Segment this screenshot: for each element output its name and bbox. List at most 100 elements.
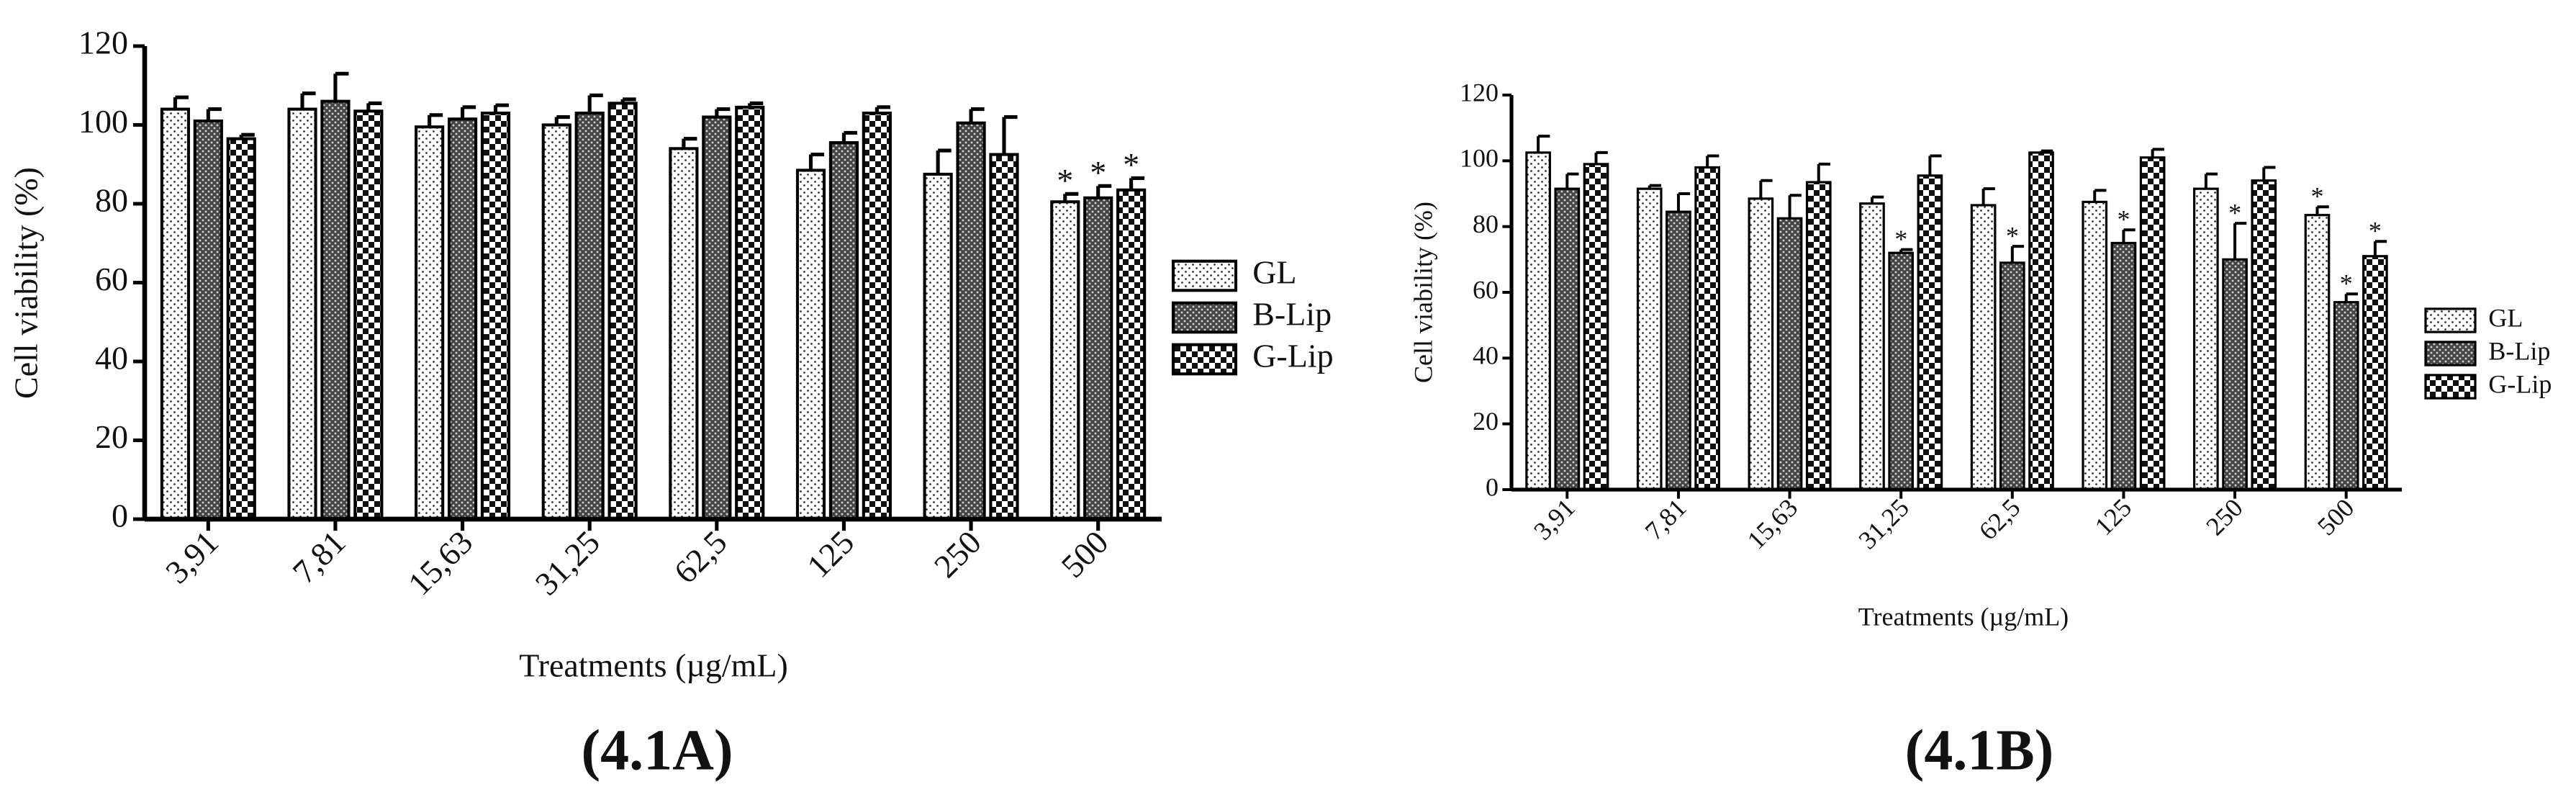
bar <box>2139 156 2166 491</box>
bar <box>2110 241 2137 491</box>
significance-marker: * <box>1894 225 1907 253</box>
bar <box>2362 255 2388 491</box>
x-tick-label: 500 <box>2312 493 2359 541</box>
y-tick-label: 120 <box>1460 78 1499 107</box>
y-tick-label: 20 <box>1473 407 1499 436</box>
bar <box>956 121 986 521</box>
bar <box>1083 196 1113 521</box>
x-axis-title: Treatments (µg/mL) <box>519 647 788 684</box>
bar <box>1666 210 1691 491</box>
x-tick-label: 7,81 <box>1640 493 1692 546</box>
bar <box>607 102 638 521</box>
significance-marker: * <box>2340 269 2353 298</box>
significance-marker: * <box>1090 154 1106 191</box>
bar <box>2222 258 2248 491</box>
y-tick-label: 120 <box>78 24 128 61</box>
legend-label: GL <box>2488 303 2523 332</box>
y-tick-label: 100 <box>1460 144 1499 173</box>
bar <box>923 172 953 521</box>
legend-swatch <box>1171 301 1238 334</box>
bar <box>1970 204 1997 491</box>
bar <box>1694 166 1720 491</box>
panel-label: (4.1A) <box>581 719 733 782</box>
legend-label: B-Lip <box>2488 336 2550 365</box>
bar <box>1859 202 1885 491</box>
bar <box>2251 179 2277 491</box>
bar <box>2028 151 2054 491</box>
y-tick-label: 0 <box>112 498 128 534</box>
legend-label: G-Lip <box>2488 369 2552 398</box>
significance-marker: * <box>2310 182 2323 211</box>
x-tick-label: 62,5 <box>1974 493 2026 546</box>
significance-marker: * <box>1057 162 1073 199</box>
x-tick-label: 15,63 <box>1742 493 1804 555</box>
bar <box>735 105 765 521</box>
y-tick-label: 40 <box>95 340 128 377</box>
bar <box>447 117 478 521</box>
y-tick-label: 60 <box>1473 275 1499 304</box>
legend-label: G-Lip <box>1252 338 1333 374</box>
x-axis-title: Treatments (µg/mL) <box>1858 602 2069 631</box>
bar <box>2082 200 2108 491</box>
bar <box>1525 151 1551 491</box>
legend-swatch <box>1171 343 1238 376</box>
x-tick-label: 3,91 <box>1528 493 1581 546</box>
bar <box>1554 187 1581 491</box>
x-tick-label: 125 <box>2089 493 2137 541</box>
significance-marker: * <box>2228 199 2241 228</box>
bar <box>287 107 317 521</box>
x-tick-label: 15,63 <box>401 523 479 602</box>
bar <box>1116 188 1147 521</box>
bar <box>415 125 445 521</box>
y-tick-label: 100 <box>78 103 128 140</box>
bar <box>2333 301 2359 491</box>
significance-marker: * <box>2006 222 2019 251</box>
y-axis-title: Cell viability (%) <box>1409 202 1437 383</box>
bar <box>1776 217 1803 491</box>
bar <box>1917 174 1943 491</box>
bar <box>2193 187 2219 491</box>
x-tick-label: 500 <box>1054 523 1116 585</box>
bar <box>2304 214 2331 491</box>
bar <box>160 107 190 521</box>
bar <box>574 112 605 521</box>
x-tick-label: 125 <box>800 523 861 585</box>
y-tick-label: 0 <box>1486 472 1499 501</box>
x-tick-label: 250 <box>2200 493 2248 541</box>
legend-label: B-Lip <box>1252 296 1332 333</box>
bar <box>541 123 571 521</box>
bar <box>862 112 892 521</box>
bar <box>226 137 256 521</box>
significance-marker: * <box>2117 205 2130 234</box>
bar <box>353 109 384 521</box>
bar <box>795 168 826 521</box>
y-tick-label: 60 <box>95 261 128 297</box>
x-tick-label: 31,25 <box>528 523 607 602</box>
bar <box>1805 181 1832 491</box>
bar <box>1636 187 1663 491</box>
bar <box>702 115 732 521</box>
significance-marker: * <box>2369 217 2382 246</box>
x-tick-label: 250 <box>927 523 988 585</box>
bar <box>1999 261 2025 491</box>
panel-label: (4.1B) <box>1905 719 2054 782</box>
bar <box>1583 163 1609 491</box>
bar <box>193 119 223 521</box>
bar <box>320 99 351 521</box>
bar <box>1050 200 1080 521</box>
x-tick-label: 7,81 <box>286 523 353 590</box>
bar <box>828 141 859 521</box>
y-axis-title: Cell viability (%) <box>8 167 45 399</box>
bar <box>669 147 699 521</box>
bar <box>1888 251 1915 491</box>
x-tick-label: 3,91 <box>158 523 225 590</box>
y-tick-label: 80 <box>95 182 128 219</box>
legend-swatch <box>2424 341 2477 366</box>
legend-swatch <box>2424 374 2477 400</box>
bar <box>1748 197 1774 491</box>
bar <box>989 153 1019 521</box>
legend-swatch <box>1171 259 1238 292</box>
x-tick-label: 31,25 <box>1853 493 1915 555</box>
